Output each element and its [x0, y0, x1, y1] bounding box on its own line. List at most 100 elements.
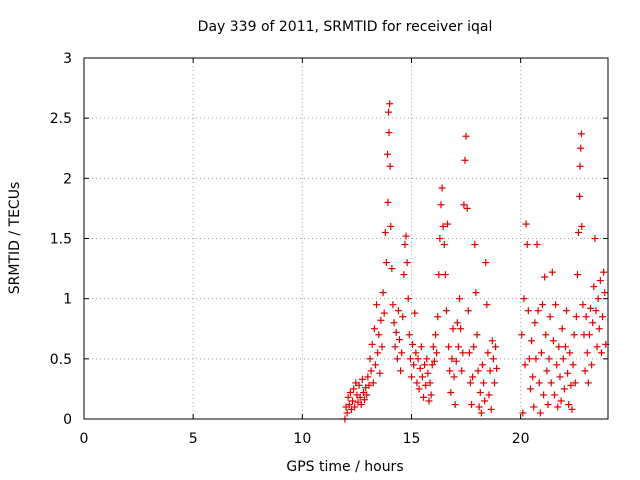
- data-point: [581, 367, 589, 375]
- data-point: [379, 289, 387, 297]
- plot-frame: [83, 57, 609, 420]
- data-point: [417, 343, 425, 351]
- data-point: [369, 379, 377, 387]
- data-point: [556, 373, 564, 381]
- data-point: [357, 401, 365, 409]
- data-point: [529, 373, 537, 381]
- data-point: [572, 313, 580, 321]
- data-point: [569, 361, 577, 369]
- data-point: [373, 301, 381, 309]
- data-point: [409, 340, 417, 348]
- data-point: [351, 403, 359, 411]
- data-point: [555, 343, 563, 351]
- data-point: [390, 319, 398, 327]
- data-point: [522, 220, 530, 228]
- data-point: [567, 381, 575, 389]
- data-point: [601, 289, 609, 297]
- data-point: [401, 241, 409, 249]
- data-point: [356, 393, 364, 401]
- data-point: [571, 379, 579, 387]
- data-point: [358, 375, 366, 383]
- data-point: [486, 367, 494, 375]
- data-point: [559, 355, 567, 363]
- y-tick-label: 2.5: [50, 111, 72, 127]
- data-point: [344, 393, 352, 401]
- data-point: [531, 319, 539, 327]
- data-point: [528, 337, 536, 345]
- data-point: [564, 369, 572, 377]
- y-tick-label: 2: [63, 171, 72, 187]
- data-point: [553, 361, 561, 369]
- data-point: [465, 349, 473, 357]
- data-point: [521, 361, 529, 369]
- data-point: [380, 309, 388, 317]
- data-point: [577, 130, 585, 138]
- data-point: [412, 349, 420, 357]
- data-point: [540, 391, 548, 399]
- data-points: [341, 100, 610, 423]
- data-point: [480, 379, 488, 387]
- data-point: [428, 361, 436, 369]
- data-point: [364, 373, 372, 381]
- data-point: [367, 367, 375, 375]
- data-point: [469, 373, 477, 381]
- data-point: [476, 389, 484, 397]
- data-point: [405, 331, 413, 339]
- data-point: [440, 241, 448, 249]
- data-point: [482, 259, 490, 267]
- data-point: [577, 144, 585, 152]
- data-point: [363, 391, 371, 399]
- y-tick-label: 0.5: [50, 352, 72, 368]
- data-point: [343, 409, 351, 417]
- data-point: [454, 343, 462, 351]
- data-point: [535, 379, 543, 387]
- data-point: [566, 349, 574, 357]
- x-tick-label: 0: [80, 431, 89, 447]
- data-point: [518, 331, 526, 339]
- data-point: [594, 295, 602, 303]
- data-point: [414, 355, 422, 363]
- data-point: [427, 391, 435, 399]
- y-tick-label: 1: [63, 292, 72, 308]
- data-point: [519, 409, 527, 417]
- data-point: [596, 277, 604, 285]
- data-point: [384, 198, 392, 206]
- data-point: [439, 222, 447, 230]
- data-point: [584, 379, 592, 387]
- data-point: [388, 265, 396, 273]
- data-point: [484, 349, 492, 357]
- data-point: [392, 328, 400, 336]
- data-point: [585, 331, 593, 339]
- x-tick-label: 15: [403, 431, 421, 447]
- data-point: [534, 307, 542, 315]
- data-point: [445, 343, 453, 351]
- data-point: [530, 403, 538, 411]
- data-point: [490, 379, 498, 387]
- data-point: [444, 220, 452, 228]
- data-point: [350, 385, 358, 393]
- data-point: [377, 316, 385, 324]
- data-point: [600, 268, 608, 276]
- data-point: [381, 228, 389, 236]
- data-point: [447, 389, 455, 397]
- data-point: [575, 228, 583, 236]
- data-point: [453, 319, 461, 327]
- data-point: [541, 273, 549, 281]
- data-point: [533, 241, 541, 249]
- data-point: [463, 204, 471, 212]
- data-point: [599, 313, 607, 321]
- data-point: [460, 201, 468, 209]
- data-point: [420, 393, 428, 401]
- data-point: [429, 343, 437, 351]
- data-point: [578, 222, 586, 230]
- data-point: [345, 401, 353, 409]
- data-point: [408, 373, 415, 381]
- data-point: [542, 331, 550, 339]
- data-point: [418, 373, 426, 381]
- data-point: [386, 100, 394, 108]
- x-tick-label: 20: [512, 431, 530, 447]
- data-point: [378, 343, 386, 351]
- x-axis-tick-labels: 0 5 10 15 20: [80, 431, 530, 447]
- x-axis-label: GPS time / hours: [286, 459, 403, 475]
- data-point: [422, 381, 430, 389]
